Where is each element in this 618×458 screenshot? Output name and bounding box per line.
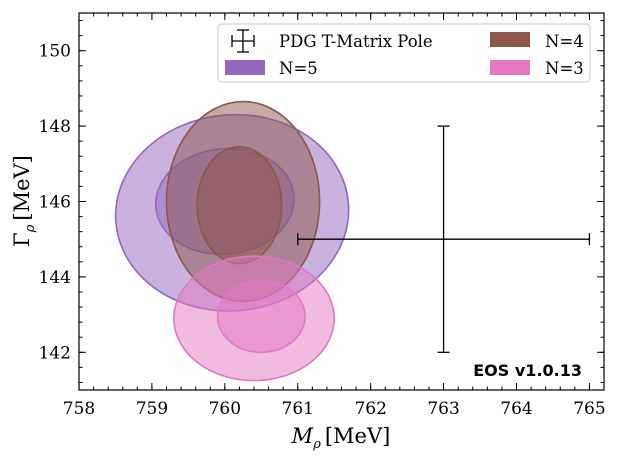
x-tick-label-758: 758 xyxy=(63,399,95,419)
contour-n4-inner xyxy=(196,146,283,265)
x-axis-label-unit: [MeV] xyxy=(325,424,390,448)
x-tick-label-761: 761 xyxy=(282,399,314,419)
errorbar-layer xyxy=(297,125,591,353)
y-tick-label-148: 148 xyxy=(39,117,71,137)
y-axis-label-unit: [MeV] xyxy=(10,155,34,220)
contour-layer xyxy=(114,100,350,382)
x-tick-label-759: 759 xyxy=(136,399,168,419)
plot-frame xyxy=(78,12,605,391)
y-axis-label: Γρ [MeV] xyxy=(10,155,38,247)
y-tick-label-144: 144 xyxy=(39,268,71,288)
legend-marker-pdg xyxy=(231,29,255,53)
legend-label-n4: N=4 xyxy=(545,32,584,51)
y-tick-label-142: 142 xyxy=(39,343,71,363)
legend-label-n5: N=5 xyxy=(279,59,318,78)
x-axis-label: Mρ [MeV] xyxy=(291,424,391,452)
legend-swatch-n4 xyxy=(490,32,530,47)
x-tick-label-762: 762 xyxy=(354,399,386,419)
legend: PDG T-Matrix Pole N=4 N=5 N=3 xyxy=(217,23,591,83)
x-axis-label-main: M xyxy=(291,424,314,448)
x-tick-label-760: 760 xyxy=(209,399,241,419)
x-axis-label-sub: ρ xyxy=(312,437,321,452)
x-tick-label-763: 763 xyxy=(427,399,459,419)
x-tick-label-764: 764 xyxy=(500,399,532,419)
legend-label-pdg: PDG T-Matrix Pole xyxy=(279,32,433,51)
legend-swatch-n5 xyxy=(225,60,265,75)
svg-text:Γρ[MeV]: Γρ [MeV] xyxy=(10,155,38,247)
y-tick-label-150: 150 xyxy=(39,42,71,62)
contour-n3-inner xyxy=(216,279,306,354)
y-tick-label-146: 146 xyxy=(39,193,71,213)
y-axis-label-main: Γ xyxy=(10,232,34,247)
x-tick-label-765: 765 xyxy=(573,399,605,419)
svg-text:Mρ[MeV]: Mρ [MeV] xyxy=(291,424,391,452)
legend-swatch-n3 xyxy=(490,60,530,75)
legend-label-n3: N=3 xyxy=(545,59,584,78)
watermark: EOS v1.0.13 xyxy=(473,361,582,380)
y-axis-label-sub: ρ xyxy=(23,224,38,233)
